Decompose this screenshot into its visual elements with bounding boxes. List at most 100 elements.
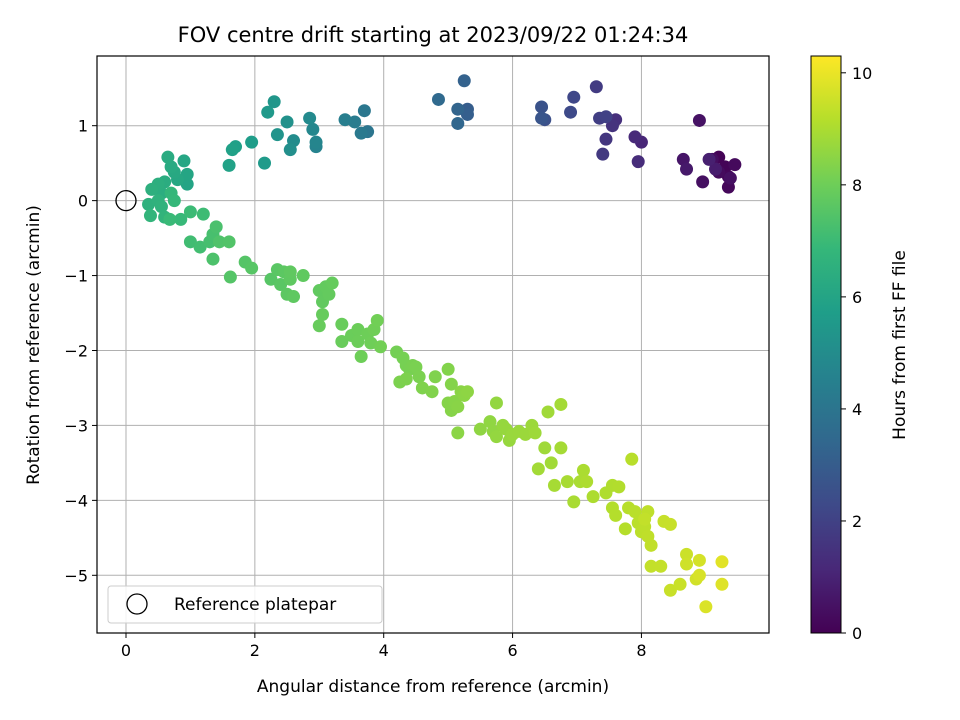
data-point [145, 182, 159, 196]
data-point [225, 143, 239, 157]
data-point [283, 265, 297, 279]
data-point [663, 517, 677, 531]
data-point [274, 278, 288, 292]
data-point [322, 287, 336, 301]
x-tick-label: 2 [250, 641, 260, 660]
data-point [618, 522, 632, 536]
data-point [373, 340, 387, 354]
data-point [212, 235, 226, 249]
data-point [628, 505, 642, 519]
x-tick-label: 4 [379, 641, 389, 660]
data-point [177, 154, 191, 168]
data-point [451, 426, 465, 440]
legend: Reference platepar [107, 585, 383, 624]
colorbar-label: Hours from first FF file [890, 250, 910, 440]
data-point [174, 212, 188, 226]
data-point [180, 177, 194, 191]
data-point [183, 205, 197, 219]
data-point [316, 308, 330, 322]
grid-lines [97, 56, 769, 633]
x-axis-ticks: 0 2 4 6 8 [121, 633, 647, 660]
colorbar-tick-label: 8 [852, 176, 862, 195]
y-tick-label: −3 [64, 416, 88, 435]
data-point [589, 80, 603, 94]
data-point [428, 370, 442, 384]
data-point [370, 314, 384, 328]
data-point [644, 559, 658, 573]
data-point [267, 95, 281, 109]
data-point [325, 276, 339, 290]
data-point [261, 105, 275, 119]
data-point [554, 397, 568, 411]
data-point [535, 111, 549, 125]
data-point [222, 235, 236, 249]
data-point [457, 74, 471, 88]
y-tick-label: −1 [64, 267, 88, 286]
data-point [554, 441, 568, 455]
data-points [142, 74, 742, 614]
legend-label-reference: Reference platepar [174, 595, 336, 615]
data-point [599, 110, 613, 124]
data-point [544, 456, 558, 470]
data-point [680, 557, 694, 571]
data-point [715, 555, 729, 569]
data-point [460, 107, 474, 121]
data-point [541, 405, 555, 419]
data-point [696, 175, 710, 189]
data-point [692, 553, 706, 567]
data-point [535, 100, 549, 114]
data-point [680, 547, 694, 561]
data-point [644, 538, 658, 552]
colorbar: 0 2 4 6 8 10 Hours from first FF file [810, 55, 910, 643]
data-point [338, 113, 352, 127]
data-point [489, 396, 503, 410]
data-point [264, 272, 278, 286]
chart-title: FOV centre drift starting at 2023/09/22 … [178, 23, 689, 47]
colorbar-tick-label: 0 [852, 624, 862, 643]
data-point [183, 235, 197, 249]
data-point [357, 104, 371, 118]
data-point [692, 113, 706, 127]
data-point [715, 577, 729, 591]
data-point [680, 162, 694, 176]
data-point [296, 269, 310, 283]
x-tick-label: 6 [507, 641, 517, 660]
data-point [599, 132, 613, 146]
data-point [161, 150, 175, 164]
data-point [335, 335, 349, 349]
data-point [354, 126, 368, 140]
colorbar-tick-label: 6 [852, 288, 862, 307]
data-point [702, 152, 716, 166]
data-point [564, 105, 578, 119]
data-point [709, 162, 723, 176]
data-point [309, 135, 323, 149]
data-point [560, 475, 574, 489]
colorbar-gradient [810, 55, 842, 634]
x-tick-label: 0 [121, 641, 131, 660]
data-point [222, 158, 236, 172]
reference-platepar-marker [115, 189, 137, 212]
data-point [206, 252, 220, 266]
data-point [628, 130, 642, 144]
data-point [567, 90, 581, 104]
data-point [580, 475, 594, 489]
y-tick-label: −4 [64, 491, 88, 510]
data-point [609, 508, 623, 522]
data-point [692, 568, 706, 582]
data-point [638, 512, 652, 526]
data-point [335, 317, 349, 331]
data-point [431, 92, 445, 106]
data-point [245, 261, 259, 275]
data-point [625, 452, 639, 466]
data-point [351, 323, 365, 337]
x-axis-label: Angular distance from reference (arcmin) [257, 677, 609, 697]
data-point [303, 111, 317, 125]
colorbar-ticks: 0 2 4 6 8 10 [841, 64, 872, 643]
data-point [576, 463, 590, 477]
data-point [518, 427, 532, 441]
data-point [399, 372, 413, 386]
data-point [444, 377, 458, 391]
data-point [354, 349, 368, 363]
data-point [451, 400, 465, 414]
